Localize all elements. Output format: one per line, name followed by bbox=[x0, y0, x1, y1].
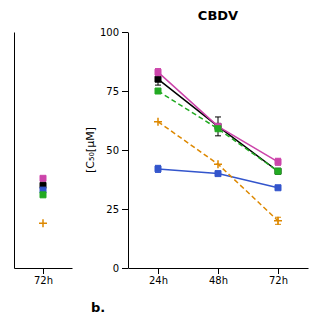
marker bbox=[155, 166, 161, 172]
marker bbox=[215, 171, 221, 177]
y-tick-label: 0 bbox=[113, 263, 119, 274]
title: CBDV bbox=[198, 8, 238, 23]
marker bbox=[155, 88, 161, 94]
marker bbox=[275, 168, 281, 174]
marker bbox=[274, 217, 282, 225]
y-tick: 50 bbox=[106, 145, 128, 156]
marker bbox=[275, 185, 281, 191]
series-line bbox=[158, 72, 278, 162]
x-tick-label: 48h bbox=[209, 275, 228, 286]
y-axis-line bbox=[14, 33, 15, 269]
x-tick-mark bbox=[278, 268, 279, 274]
y-tick-mark bbox=[122, 150, 128, 151]
series bbox=[40, 192, 46, 198]
x-tick-label: 72h bbox=[269, 275, 288, 286]
y-axis-line bbox=[128, 33, 129, 269]
y-tick-label: 50 bbox=[106, 145, 119, 156]
y-axis bbox=[14, 33, 15, 269]
series bbox=[39, 219, 47, 227]
plot-area bbox=[39, 175, 47, 227]
panel: 24h 48h 72h 0 25 50 75 100 bbox=[100, 27, 309, 286]
x-tick-mark bbox=[158, 268, 159, 274]
series bbox=[155, 69, 281, 166]
y-tick: 25 bbox=[106, 204, 128, 215]
marker bbox=[155, 76, 161, 82]
x-tick-label: 24h bbox=[149, 275, 168, 286]
series bbox=[40, 175, 46, 181]
series-line bbox=[158, 169, 278, 188]
series-line bbox=[158, 79, 278, 171]
y-tick-mark bbox=[122, 91, 128, 92]
x-tick: 72h bbox=[269, 268, 288, 286]
x-axis: 24h 48h 72h bbox=[129, 268, 309, 286]
x-tick-label: 72h bbox=[34, 275, 53, 286]
y-tick-label: 25 bbox=[106, 204, 119, 215]
marker bbox=[275, 168, 281, 174]
error-bar bbox=[155, 69, 161, 76]
y-tick: 0 bbox=[113, 263, 128, 274]
series-line bbox=[158, 91, 278, 171]
plot-area bbox=[154, 69, 282, 225]
y-tick-mark bbox=[122, 32, 128, 33]
y-tick-label: 100 bbox=[100, 27, 119, 38]
y-axis: 0 25 50 75 100 bbox=[100, 27, 129, 274]
error-bar bbox=[215, 117, 221, 136]
chart: 72h 24h 48h 72h 0 25 50 75 100 CBDV [C₅₀[µM] b. bbox=[0, 0, 320, 320]
x-tick: 48h bbox=[209, 268, 228, 286]
y-tick: 100 bbox=[100, 27, 128, 38]
x-tick: 72h bbox=[34, 268, 53, 286]
series bbox=[155, 165, 281, 190]
error-bar bbox=[275, 217, 281, 224]
marker bbox=[215, 126, 221, 132]
x-tick-mark bbox=[218, 268, 219, 274]
x-axis: 72h bbox=[15, 268, 73, 286]
marker bbox=[275, 159, 281, 165]
marker bbox=[155, 69, 161, 75]
x-tick: 24h bbox=[149, 268, 168, 286]
marker bbox=[154, 118, 162, 126]
series bbox=[155, 88, 281, 174]
series-line bbox=[158, 122, 278, 221]
marker bbox=[214, 160, 222, 168]
error-bar bbox=[155, 165, 161, 172]
annotation: b. bbox=[91, 300, 105, 315]
x-tick-mark bbox=[43, 268, 44, 274]
marker bbox=[39, 219, 47, 227]
panel: 72h bbox=[15, 33, 73, 287]
y-tick: 75 bbox=[106, 86, 128, 97]
marker bbox=[40, 175, 46, 181]
series bbox=[155, 73, 281, 174]
y-tick-label: 75 bbox=[106, 86, 119, 97]
error-bar bbox=[275, 158, 281, 165]
series bbox=[154, 118, 282, 225]
y-tick-mark bbox=[122, 268, 128, 269]
marker bbox=[40, 192, 46, 198]
y-tick-mark bbox=[122, 209, 128, 210]
y-axis-title: [C₅₀[µM] bbox=[84, 127, 97, 173]
